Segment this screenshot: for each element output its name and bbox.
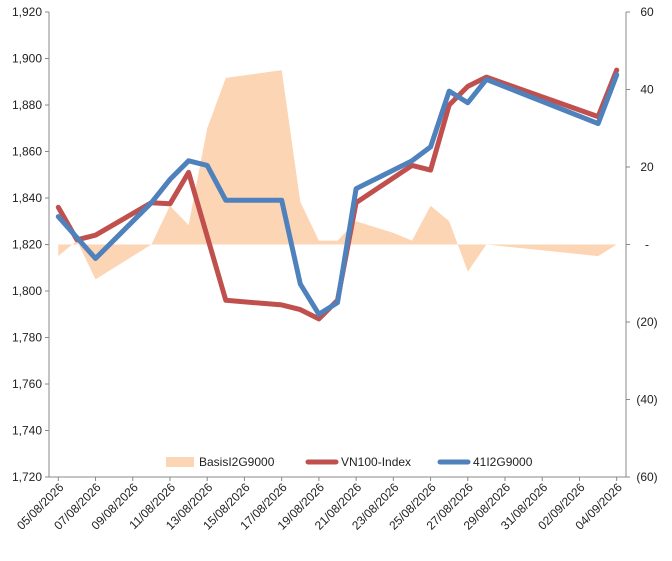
left-y-tick-label: 1,840 xyxy=(12,191,42,205)
series-line-41i2g9000 xyxy=(55,72,620,317)
series-lines-layer xyxy=(55,67,620,322)
legend-item: BasisI2G9000 xyxy=(166,455,275,469)
right-y-tick-label: 60 xyxy=(640,5,654,19)
right-y-tick-label: 20 xyxy=(640,160,654,174)
series-line-vn100-index xyxy=(55,67,620,322)
left-y-tick-label: 1,800 xyxy=(12,284,42,298)
series-area-basis xyxy=(58,70,617,280)
left-y-tick-label: 1,780 xyxy=(12,331,42,345)
legend-label: 41I2G9000 xyxy=(473,455,533,469)
right-y-tick-label: (40) xyxy=(636,393,657,407)
axes-layer xyxy=(45,11,630,481)
right-y-tick-label: 40 xyxy=(640,83,654,97)
left-y-tick-label: 1,820 xyxy=(12,238,42,252)
left-y-tick-label: 1,920 xyxy=(12,5,42,19)
right-y-tick-label: - xyxy=(645,238,649,252)
left-y-tick-label: 1,740 xyxy=(12,424,42,438)
legend-item: 41I2G9000 xyxy=(437,455,533,469)
left-y-tick-label: 1,720 xyxy=(12,470,42,484)
legend-item: VN100-Index xyxy=(305,455,411,469)
right-y-tick-label: (60) xyxy=(636,470,657,484)
left-y-tick-label: 1,760 xyxy=(12,377,42,391)
legend-label: VN100-Index xyxy=(341,455,411,469)
left-y-tick-label: 1,880 xyxy=(12,98,42,112)
left-y-tick-label: 1,900 xyxy=(12,52,42,66)
basis-area-layer xyxy=(58,70,617,280)
right-y-tick-label: (20) xyxy=(636,315,657,329)
legend-label: BasisI2G9000 xyxy=(199,455,275,469)
legend-swatch-area xyxy=(166,457,194,467)
left-y-tick-label: 1,860 xyxy=(12,145,42,159)
legend: BasisI2G9000 VN100-Index 41I2G9000 xyxy=(166,455,533,469)
